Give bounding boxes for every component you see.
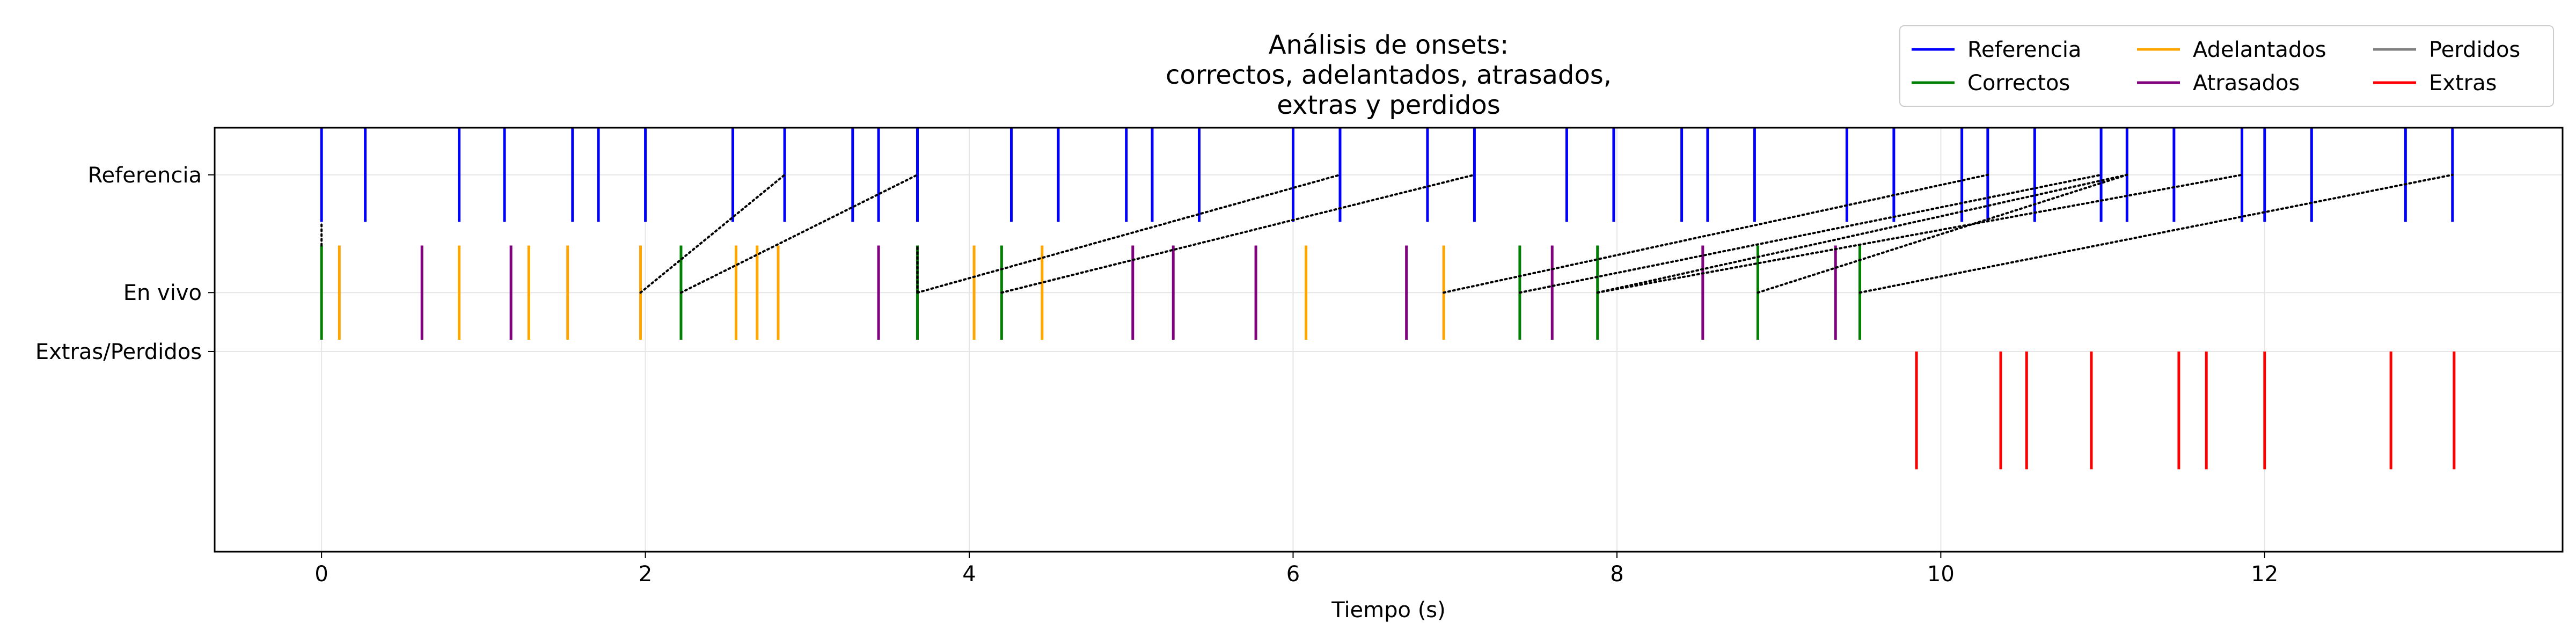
- y-tick-label: Referencia: [88, 163, 202, 188]
- grid: [215, 128, 2563, 552]
- x-tick-label: 10: [1927, 562, 1955, 587]
- onset-connection-line: [1596, 173, 2128, 294]
- legend-label: Perdidos: [2429, 38, 2520, 62]
- onset-connection-line: [1858, 173, 2454, 294]
- legend-box: [1899, 25, 2554, 107]
- onset-connection-line: [1000, 173, 1476, 294]
- legend-label: Referencia: [1967, 38, 2081, 62]
- y-tick-label: Extras/Perdidos: [35, 340, 202, 364]
- x-tick-label: 12: [2251, 562, 2278, 587]
- onset-connection-line: [1443, 173, 1989, 294]
- x-tick-label: 0: [314, 562, 328, 587]
- y-axis: Referencia En vivo Extras/Perdidos: [35, 163, 215, 364]
- legend-label: Extras: [2429, 71, 2497, 96]
- onset-connection-line: [1518, 173, 2103, 294]
- x-tick-label: 8: [1610, 562, 1623, 587]
- chart-title: Análisis de onsets:correctos, adelantado…: [1166, 30, 1612, 120]
- event-marks: [320, 128, 2456, 470]
- x-axis: 0 2 4 6 8 10 12: [314, 552, 2278, 587]
- onset-connections: [320, 173, 2454, 294]
- plot-frame: [214, 127, 2564, 553]
- x-tick-label: 2: [639, 562, 652, 587]
- onset-connection-line: [1596, 173, 2243, 294]
- chart-title-line: extras y perdidos: [1277, 90, 1501, 120]
- onset-connection-line: [916, 173, 1341, 294]
- onset-connection-line: [639, 173, 786, 294]
- y-tick-label: En vivo: [123, 281, 202, 305]
- chart-title-line: correctos, adelantados, atrasados,: [1166, 60, 1612, 90]
- legend-label: Atrasados: [2193, 71, 2300, 96]
- x-axis-label: Tiempo (s): [1331, 598, 1446, 623]
- legend: Referencia Correctos Adelantados Atrasados P…: [1899, 25, 2554, 107]
- legend-label: Correctos: [1967, 71, 2070, 96]
- x-tick-label: 4: [962, 562, 976, 587]
- onset-connection-line: [679, 173, 919, 294]
- x-tick-label: 6: [1286, 562, 1300, 587]
- chart-title-line: Análisis de onsets:: [1269, 30, 1509, 60]
- legend-label: Adelantados: [2193, 38, 2326, 62]
- onset-connection-line: [1757, 173, 2128, 294]
